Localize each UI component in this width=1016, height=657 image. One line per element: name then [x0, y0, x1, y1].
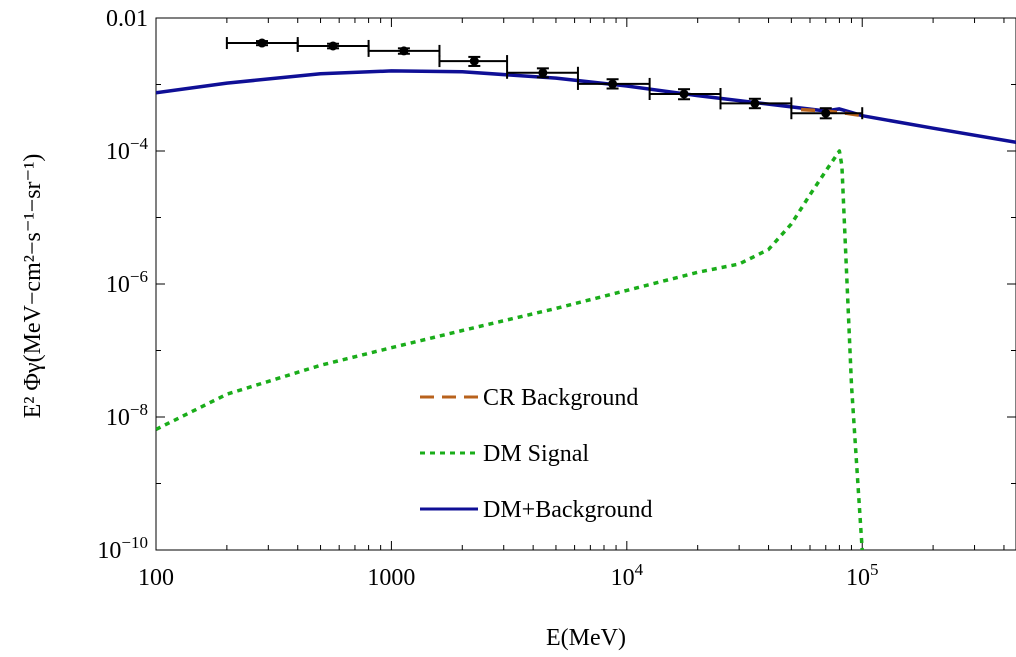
data-point: [367, 44, 441, 57]
y-tick-label: 10−6: [106, 267, 148, 298]
data-point-marker: [399, 46, 409, 56]
data-point-marker: [257, 38, 267, 48]
data-point-marker: [750, 98, 760, 108]
series-layer: [156, 69, 1016, 550]
data-point: [719, 97, 793, 110]
data-point-marker: [538, 68, 548, 78]
y-tick-label: 10−8: [106, 400, 148, 431]
x-tick-label: 1000: [367, 565, 415, 591]
data-point: [438, 55, 509, 68]
data-point-marker: [821, 108, 831, 118]
data-point-marker: [469, 56, 479, 66]
data-point: [576, 77, 651, 90]
data-point: [790, 107, 864, 120]
series-line-dm-signal: [156, 149, 864, 550]
x-tick-label: 104: [611, 560, 644, 591]
series-line-dm-background: [156, 69, 1016, 145]
legend-label: CR Background: [483, 385, 638, 411]
data-point: [296, 39, 370, 52]
series-line-cr-background: [801, 107, 863, 118]
y-tick-label: 10−10: [97, 533, 148, 564]
x-tick-label: 105: [846, 560, 879, 591]
data-point-marker: [608, 79, 618, 89]
data-point-marker: [328, 41, 338, 51]
x-axis-title: E(MeV): [546, 625, 626, 651]
legend-item: CR Background: [420, 385, 638, 411]
legend-item: DM+Background: [420, 497, 653, 523]
y-tick-label: 0.01: [106, 6, 148, 32]
y-axis-title: E² Φγ(MeV−cm²−s⁻¹−sr⁻¹): [20, 154, 46, 419]
legend: CR Background DM Signal DM+Background: [420, 385, 653, 523]
x-tick-label: 100: [138, 565, 174, 591]
legend-item: DM Signal: [420, 441, 589, 467]
data-point: [506, 66, 579, 79]
tick-labels: 100 1000 104 105 0.01 10−4 10−6 10−8 10−10: [97, 6, 878, 591]
data-point: [225, 37, 299, 50]
plot-frame: [155, 17, 1016, 551]
data-point-marker: [679, 89, 689, 99]
y-tick-label: 10−4: [106, 134, 149, 165]
data-points-layer: [225, 37, 864, 120]
legend-label: DM Signal: [483, 441, 589, 467]
axis-ticks: [155, 17, 1016, 551]
legend-label: DM+Background: [483, 497, 653, 523]
